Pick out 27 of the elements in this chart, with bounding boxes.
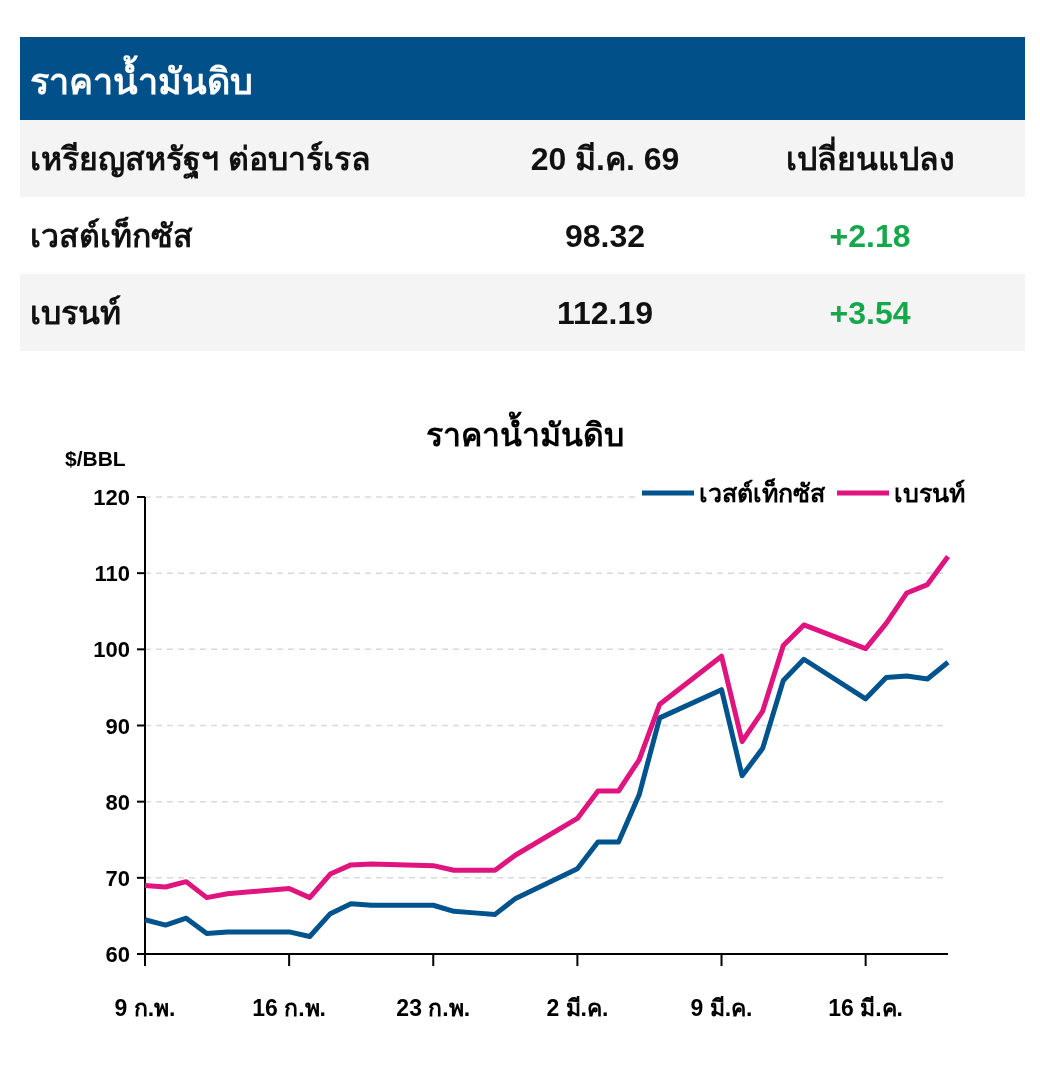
y-tick-label: 60: [105, 942, 130, 967]
text: ราคาน้ำมันดิบ: [30, 55, 253, 102]
legend-label: เบรนท์: [894, 479, 965, 507]
x-tick-label: 2 มี.ค.: [546, 995, 609, 1021]
x-tick-label: 9 ก.พ.: [114, 995, 176, 1021]
y-tick-label: 70: [105, 865, 130, 891]
y-tick-label: 110: [94, 561, 130, 587]
text: เหรียญสหรัฐฯ ต่อบาร์เรล: [30, 141, 371, 180]
text: เบรนท์: [30, 295, 121, 331]
text: 112.19: [556, 295, 654, 331]
x-tick-label: 9 มี.ค.: [690, 995, 753, 1021]
text: เวสต์เท็กซัส: [30, 216, 193, 254]
x-tick-label: 16 มี.ค.: [828, 995, 904, 1021]
x-tick-label: 16 ก.พ.: [252, 995, 327, 1021]
text: +2.18: [829, 218, 911, 254]
x-tick-label: 23 ก.พ.: [396, 995, 471, 1021]
text: +3.54: [829, 295, 911, 331]
legend-label: เวสต์เท็กซัส: [699, 478, 826, 507]
chart-title: ราคาน้ำมันดิบ: [426, 411, 624, 453]
text: 98.32: [564, 218, 646, 254]
y-tick-label: 80: [105, 789, 130, 815]
text: เปลี่ยนแปลง: [785, 136, 955, 177]
y-tick-label: 100: [93, 637, 130, 663]
text: 20 มี.ค. 69: [530, 141, 680, 177]
y-axis-title: $/BBL: [65, 447, 126, 470]
y-tick-label: 90: [105, 713, 130, 739]
y-tick-label: 120: [93, 485, 130, 510]
